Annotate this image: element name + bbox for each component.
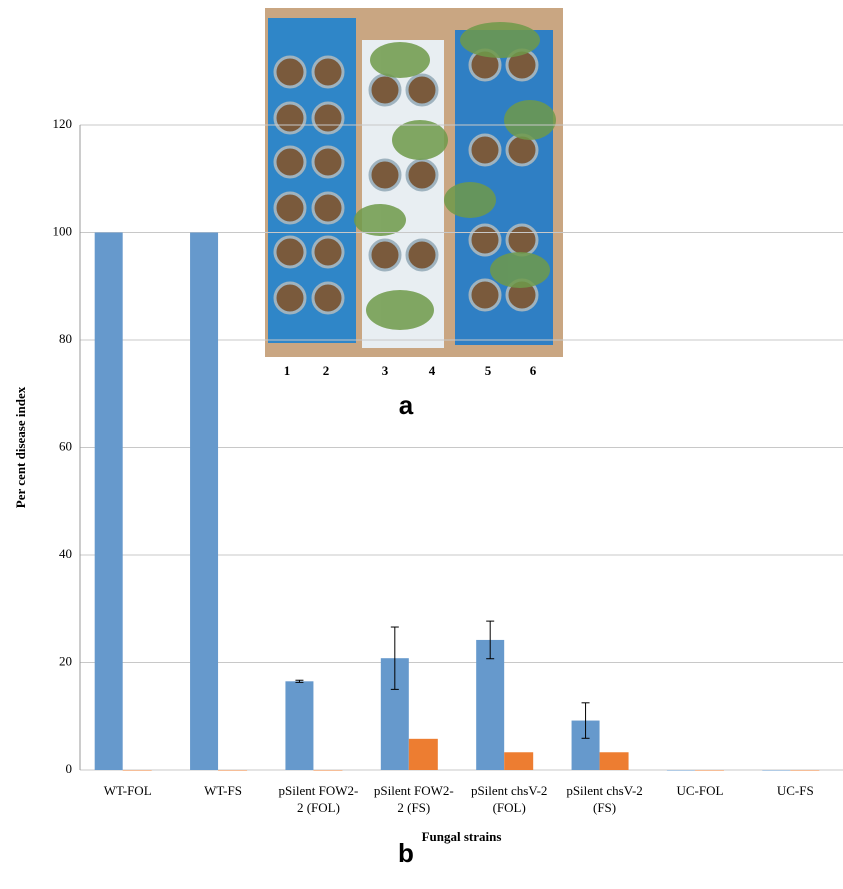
- x-tick-label: pSilent FOW2- 2 (FS): [374, 783, 454, 815]
- x-tick-line: WT-FOL: [104, 783, 152, 798]
- y-tick-label: 120: [53, 116, 73, 131]
- bar: [695, 770, 724, 771]
- x-tick-line: (FOL): [493, 800, 526, 815]
- bar: [476, 640, 504, 770]
- x-tick-label: pSilent FOW2- 2 (FOL): [279, 783, 359, 815]
- bar: [285, 681, 313, 770]
- plant-photo: [265, 8, 563, 357]
- bar: [762, 770, 790, 771]
- bar: [313, 770, 342, 771]
- x-tick-line: WT-FS: [204, 783, 242, 798]
- x-tick-label: pSilent chsV-2 (FS): [566, 783, 642, 815]
- x-tick-line: UC-FOL: [676, 783, 723, 798]
- panel-label: a: [399, 390, 414, 420]
- x-tick-label: WT-FOL: [104, 783, 152, 798]
- lane-label: 4: [429, 363, 436, 378]
- bar: [123, 770, 152, 771]
- bar: [790, 770, 819, 771]
- lane-label: 6: [530, 363, 537, 378]
- bar: [504, 752, 533, 770]
- y-tick-label: 60: [59, 438, 72, 453]
- bar: [600, 752, 629, 770]
- bar: [667, 770, 695, 771]
- bar: [190, 233, 218, 771]
- x-tick-label: UC-FS: [777, 783, 814, 798]
- x-tick-line: pSilent chsV-2: [471, 783, 547, 798]
- x-tick-line: pSilent FOW2-: [374, 783, 454, 798]
- x-tick-line: pSilent FOW2-: [279, 783, 359, 798]
- x-tick-label: pSilent chsV-2 (FOL): [471, 783, 547, 815]
- x-tick-line: 2 (FS): [397, 800, 430, 815]
- lane-label: 1: [284, 363, 291, 378]
- y-tick-label: 80: [59, 331, 72, 346]
- bar: [95, 233, 123, 771]
- lane-label: 3: [382, 363, 389, 378]
- lane-label: 2: [323, 363, 330, 378]
- figure: 1 2 3 4 5 6 a b 0 20 40 60 80 100 120 Per cent disease …: [0, 0, 843, 889]
- x-tick-line: (FS): [593, 800, 616, 815]
- x-tick-line: UC-FS: [777, 783, 814, 798]
- y-axis-label: Per cent disease index: [13, 386, 28, 508]
- x-tick-line: 2 (FOL): [297, 800, 340, 815]
- lane-label: 5: [485, 363, 492, 378]
- y-tick-label: 20: [59, 653, 72, 668]
- x-tick-line: pSilent chsV-2: [566, 783, 642, 798]
- y-tick-label: 100: [53, 223, 73, 238]
- x-axis-label: Fungal strains: [422, 829, 502, 844]
- x-tick-label: WT-FS: [204, 783, 242, 798]
- x-tick-label: UC-FOL: [676, 783, 723, 798]
- y-tick-label: 0: [66, 761, 73, 776]
- panel-label: b: [398, 838, 414, 868]
- bar: [409, 739, 438, 770]
- y-tick-label: 40: [59, 546, 72, 561]
- bar: [218, 770, 247, 771]
